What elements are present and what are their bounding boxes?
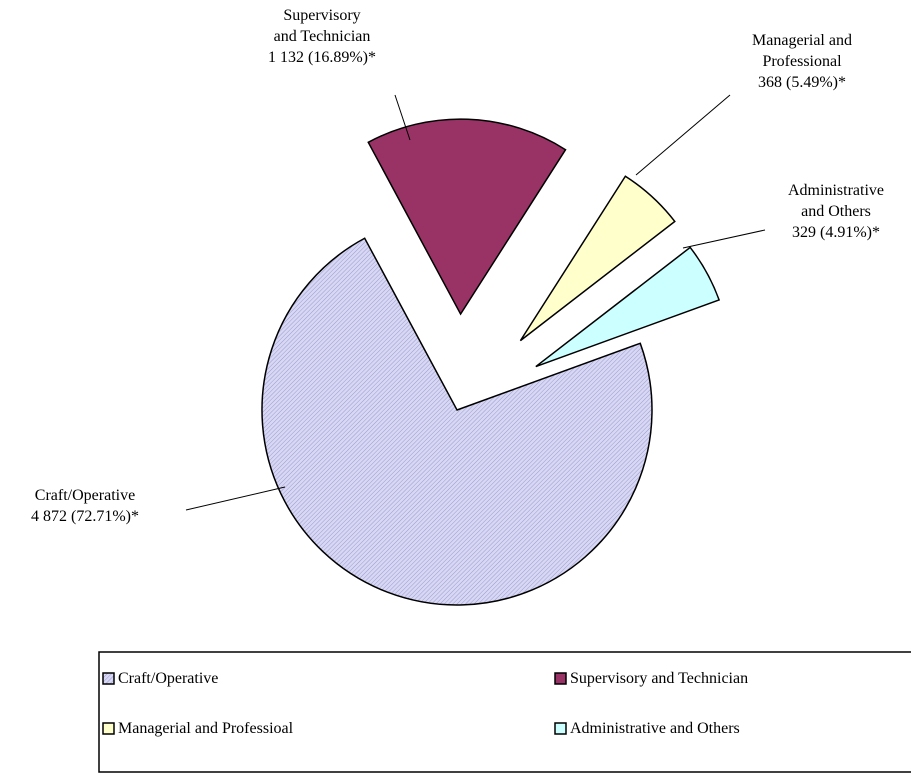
pie-slice [519, 175, 676, 342]
slice-value-label: 329 (4.91%)* [792, 224, 880, 241]
leader-line [185, 486, 286, 511]
leader-line [394, 94, 411, 141]
slice-label: Professional [762, 53, 842, 70]
legend-box [98, 651, 911, 773]
slice-label: Managerial and [752, 32, 852, 49]
legend-label: Craft/Operative [118, 670, 218, 687]
slice-value-label: 4 872 (72.71%)* [31, 508, 139, 525]
slice-label: Craft/Operative [35, 487, 135, 504]
legend-label: Managerial and Professioal [118, 720, 294, 737]
legend-label: Administrative and Others [570, 720, 740, 737]
legend-swatch [102, 672, 115, 685]
pie-slice [261, 237, 653, 606]
slice-label: and Others [801, 203, 871, 220]
slice-value-label: 1 132 (16.89%)* [268, 49, 376, 66]
slice-label: and Technician [274, 28, 371, 45]
legend-label: Supervisory and Technician [570, 670, 748, 687]
pie-slice [367, 118, 567, 316]
slice-value-label: 368 (5.49%)* [758, 74, 846, 91]
pie-slice [535, 246, 721, 368]
legend-swatch [554, 672, 567, 685]
leader-line [682, 229, 766, 249]
leader-line [635, 94, 731, 176]
legend-swatch [554, 722, 567, 735]
slice-label: Supervisory [283, 7, 360, 24]
legend-swatch [102, 722, 115, 735]
slice-label: Administrative [788, 182, 884, 199]
